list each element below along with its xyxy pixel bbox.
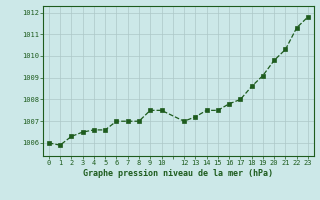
X-axis label: Graphe pression niveau de la mer (hPa): Graphe pression niveau de la mer (hPa) — [84, 169, 273, 178]
